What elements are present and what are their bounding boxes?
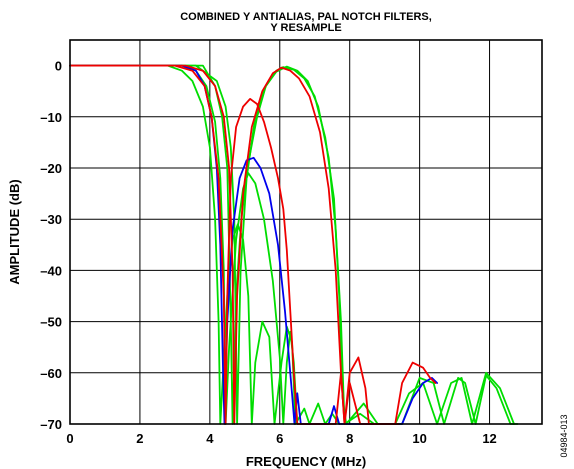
y-tick-label: –70	[40, 417, 62, 432]
y-tick-label: 0	[55, 59, 62, 74]
y-tick-label: –20	[40, 161, 62, 176]
y-tick-label: –40	[40, 263, 62, 278]
y-tick-label: –10	[40, 110, 62, 125]
x-tick-label: 2	[136, 431, 143, 446]
x-tick-label: 8	[346, 431, 353, 446]
y-axis-label: AMPLITUDE (dB)	[7, 179, 22, 284]
chart-title-line: COMBINED Y ANTIALIAS, PAL NOTCH FILTERS,	[180, 11, 432, 23]
x-tick-label: 6	[276, 431, 283, 446]
x-tick-label: 0	[66, 431, 73, 446]
x-tick-label: 10	[412, 431, 426, 446]
chart-series	[69, 64, 519, 425]
chart-title: COMBINED Y ANTIALIAS, PAL NOTCH FILTERS,…	[180, 11, 432, 34]
x-tick-label: 4	[206, 431, 214, 446]
chart-title-line: Y RESAMPLE	[270, 22, 341, 34]
series-line-7	[69, 64, 400, 425]
x-tick-labels: 0 2 4 6 8 10 12	[66, 431, 496, 446]
figure-id: 04984-013	[559, 414, 569, 457]
x-tick-label: 12	[482, 431, 496, 446]
y-tick-label: –30	[40, 212, 62, 227]
y-tick-label: –60	[40, 366, 62, 381]
series-line-6	[69, 64, 437, 425]
plot-frame	[69, 39, 543, 425]
x-axis-label: FREQUENCY (MHz)	[246, 454, 366, 469]
y-tick-labels: 0 –10 –20 –30 –40 –50 –60 –70	[40, 59, 62, 432]
chart-grid	[70, 40, 542, 424]
y-tick-label: –50	[40, 315, 62, 330]
series-line-1	[69, 64, 341, 425]
series-line-3	[69, 64, 515, 425]
